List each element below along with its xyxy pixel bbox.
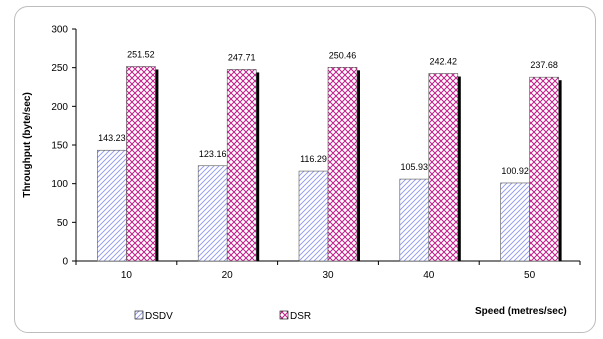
legend-swatch-dsdv [134,310,144,320]
x-tick-label: 30 [322,270,334,281]
legend-label-dsdv: DSDV [145,311,173,322]
bar-dsdv [399,178,430,262]
bar-shadow-dsr [256,72,260,262]
data-label-dsr: 242.42 [430,57,458,67]
data-label-dsr: 250.46 [329,50,357,60]
y-axis: 0 50 100 150 200 250 300 [51,25,77,268]
data-label-dsdv: 143.23 [98,133,126,143]
legend-swatch-dsr [279,310,289,320]
data-label-dsdv: 100.92 [501,166,529,176]
y-tick-label: 150 [51,141,68,152]
data-label-dsr: 247.71 [228,52,256,62]
legend: DSDV DSR [134,310,311,322]
data-label-dsdv: 123.16 [199,149,227,159]
bar-shadow-dsr [558,80,562,262]
x-tick-label: 50 [524,270,536,281]
bar-shadow-dsr [457,76,461,261]
x-axis: 10 20 30 40 50 [75,260,581,281]
data-label-dsdv: 116.29 [300,154,327,164]
bar-dsr [226,69,257,262]
legend-label-dsr: DSR [290,311,311,322]
bar-dsr [529,76,559,262]
bar-dsr [327,67,358,262]
x-axis-title: Speed (metres/sec) [475,306,567,317]
bar-dsr [428,73,459,262]
bar-dsdv [97,149,127,262]
y-tick-label: 50 [57,218,69,229]
y-tick-label: 200 [51,102,68,113]
bar-dsdv [500,182,530,262]
x-tick-label: 10 [121,270,133,281]
data-label-dsr: 251.52 [127,49,155,59]
y-tick-label: 0 [62,257,68,268]
x-tick-label: 20 [222,270,234,281]
bar-dsdv [298,170,329,262]
x-tick-label: 40 [423,270,435,281]
bar-shadow-dsr [357,70,360,261]
data-label-dsr: 237.68 [530,60,558,70]
chart-frame [14,6,596,333]
y-tick-label: 100 [51,179,68,190]
bar-shadow-dsr [155,69,159,261]
y-axis-title: Throughput (byte/sec) [22,92,33,198]
y-tick-label: 250 [51,63,68,74]
bar-dsdv [197,165,228,262]
bar-dsr [126,66,156,262]
data-label-dsdv: 105.93 [401,162,429,172]
y-tick-label: 300 [51,25,68,36]
